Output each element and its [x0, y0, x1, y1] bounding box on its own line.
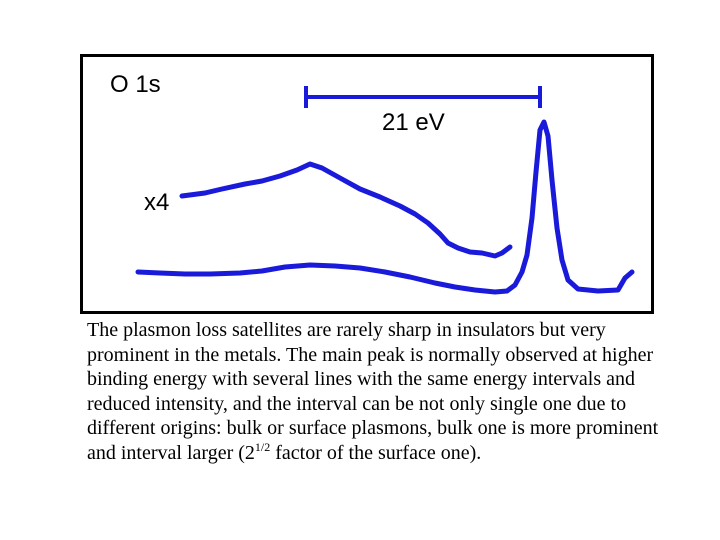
caption-text: The plasmon loss satellites are rarely s… — [87, 319, 659, 464]
main-spectrum-curve — [135, 119, 635, 295]
magnification-label: x4 — [144, 189, 169, 216]
caption-text-end: factor of the surface one). — [270, 441, 482, 464]
energy-scale-label: 21 eV — [382, 109, 445, 136]
magnified-satellite-curve — [179, 161, 513, 259]
caption-superscript: 1/2 — [254, 439, 271, 454]
spectrum-label: O 1s — [110, 71, 161, 98]
caption: The plasmon loss satellites are rarely s… — [87, 318, 677, 465]
energy-scale-bar — [304, 86, 542, 108]
